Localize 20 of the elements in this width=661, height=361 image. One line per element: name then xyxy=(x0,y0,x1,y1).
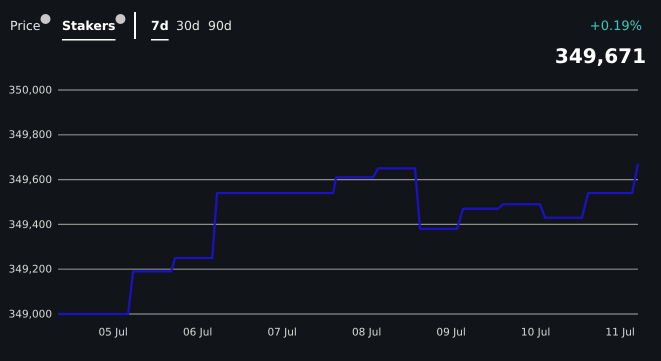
text: Stakers xyxy=(62,18,116,33)
y-tick-label: 349,000 xyxy=(8,308,52,320)
text: Price xyxy=(10,18,41,33)
x-tick-label: 09 Jul xyxy=(436,326,466,338)
text: 30d xyxy=(176,18,200,33)
x-tick-label: 06 Jul xyxy=(182,326,212,338)
chart-title: 349,671 xyxy=(554,44,646,68)
x-tick-label: 10 Jul xyxy=(520,326,550,338)
x-tick-label: 11 Jul xyxy=(605,326,635,338)
text: 7d xyxy=(151,18,169,33)
chart-subtitle: +0.19% xyxy=(590,19,642,34)
y-tick-label: 349,400 xyxy=(8,218,52,231)
y-tick-label: 349,200 xyxy=(8,264,52,276)
x-tick-label: 07 Jul xyxy=(267,326,297,338)
x-tick-label: 05 Jul xyxy=(98,326,128,338)
x-tick-label: 08 Jul xyxy=(352,326,382,338)
y-tick-label: 350,000 xyxy=(8,84,52,96)
y-tick-label: 349,800 xyxy=(8,129,52,142)
y-tick-label: 349,600 xyxy=(8,174,52,186)
text: 90d xyxy=(208,18,232,33)
